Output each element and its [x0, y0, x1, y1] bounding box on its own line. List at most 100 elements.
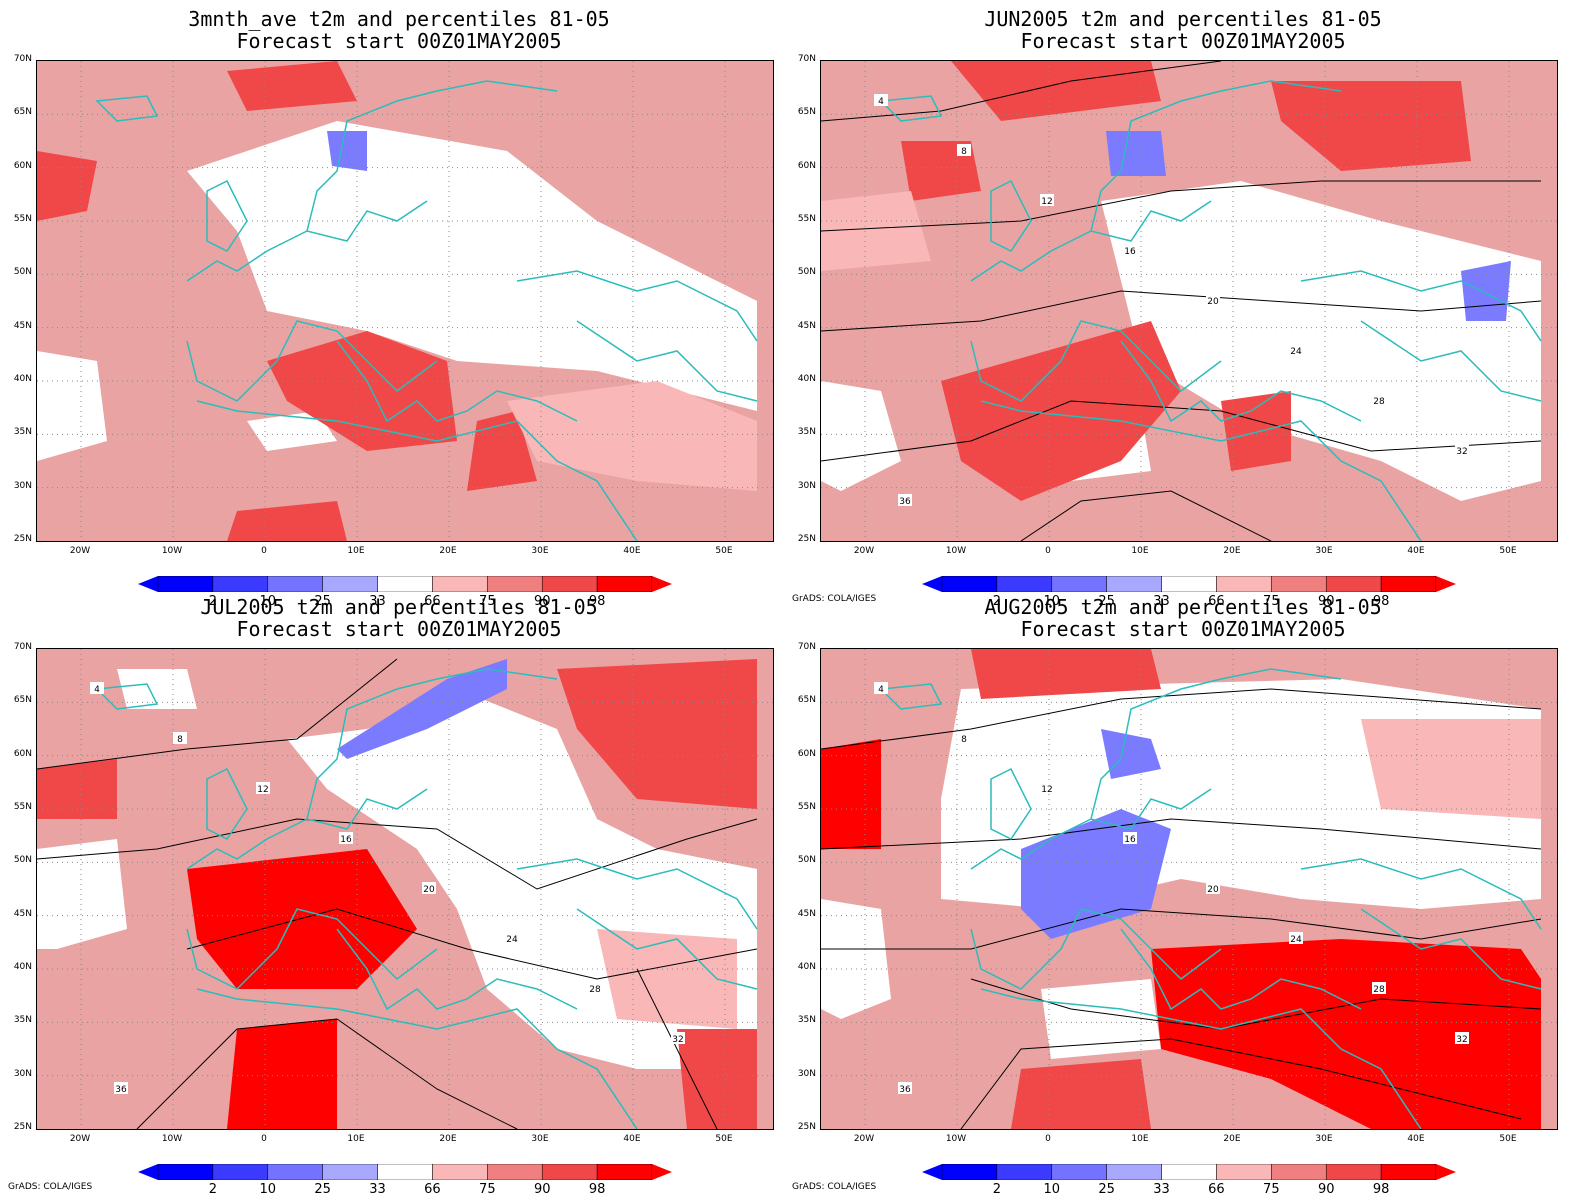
grads-credit: GrADS: COLA/IGES — [792, 1182, 877, 1192]
contour-label: 12 — [257, 785, 268, 795]
lat-label: 50N — [797, 855, 816, 866]
coastline — [1090, 668, 1342, 820]
colorbar-svg — [922, 1163, 1456, 1181]
lon-label: 10W — [945, 546, 967, 556]
coastline — [1120, 340, 1362, 423]
colorbar-arrow-right — [652, 576, 672, 592]
colorbar-swatch — [157, 1163, 214, 1181]
contour-label: 8 — [961, 735, 967, 745]
coastline — [576, 320, 758, 402]
contour-label: 32 — [672, 1035, 683, 1045]
contour-label-bg — [957, 732, 971, 744]
colorbar-label: 33 — [1153, 594, 1170, 609]
panel-3month-average: 3mnth_ave t2m and percentiles 81-05 Fore… — [0, 0, 798, 609]
colorbar-swatch — [267, 1163, 323, 1181]
percentile-region — [821, 191, 931, 271]
lat-label: 25N — [13, 534, 32, 544]
lon-label: 0 — [261, 546, 267, 556]
colorbar-swatch — [1106, 1163, 1162, 1181]
coastline — [1300, 858, 1542, 930]
percentile-region — [37, 351, 107, 461]
contour-label-bg — [1123, 832, 1137, 844]
panel-subtitle: Forecast start 00Z01MAY2005 — [1020, 29, 1346, 53]
lat-label: 35N — [797, 1015, 816, 1026]
coastline — [1120, 928, 1362, 1011]
lat-label: 35N — [13, 1015, 32, 1026]
lat-label: 55N — [13, 214, 32, 224]
colorbar-arrow-left — [138, 576, 158, 592]
map-svg: 4 8 12 16 20 24 28 32 36 — [821, 61, 1557, 541]
colorbar-label: 90 — [1317, 1182, 1335, 1197]
contour-label: 16 — [1124, 247, 1136, 257]
percentile-region — [267, 331, 457, 451]
panel-title: 3mnth_ave t2m and percentiles 81-05 — [188, 7, 610, 31]
contour-line — [821, 290, 1542, 332]
lat-label: 60N — [13, 748, 32, 759]
lat-label: 40N — [13, 962, 32, 972]
lon-label: 20W — [853, 546, 875, 556]
map-area — [36, 60, 774, 542]
percentile-region — [507, 381, 757, 491]
coastline — [879, 683, 943, 710]
lat-label: 30N — [13, 1068, 32, 1079]
colorbar-label: 2 — [208, 1182, 218, 1197]
colorbar-swatch — [1051, 1163, 1107, 1181]
coastline — [206, 767, 248, 840]
percentile-region — [227, 1019, 337, 1129]
coastline — [206, 179, 248, 252]
lat-label: 35N — [797, 427, 816, 438]
lon-label: 40E — [1407, 546, 1425, 556]
lon-label: 20E — [1223, 1134, 1241, 1144]
map-area: 4 8 12 16 20 24 28 32 36 — [820, 60, 1558, 542]
lon-label: 50E — [1499, 546, 1517, 556]
colorbar-label: 98 — [588, 1182, 606, 1197]
contour-line — [1020, 490, 1272, 541]
lat-label: 60N — [797, 748, 816, 759]
coastline — [1300, 270, 1542, 342]
colorbar-swatch — [1161, 1163, 1217, 1181]
contour-label-bg — [1123, 244, 1137, 256]
lat-label: 70N — [13, 642, 32, 652]
lon-label: 50E — [1499, 1134, 1517, 1144]
percentile-region — [37, 151, 97, 221]
percentile-region — [337, 659, 507, 759]
contour-label-bg — [671, 1032, 685, 1044]
lat-label: 40N — [797, 962, 816, 972]
coastline — [1090, 80, 1342, 232]
coastline — [186, 908, 438, 990]
contour-label: 36 — [899, 1085, 911, 1095]
panel-aug2005: AUG2005 t2m and percentiles 81-05 Foreca… — [784, 588, 1582, 1197]
lat-label: 55N — [13, 802, 32, 812]
contour-label: 4 — [878, 97, 884, 107]
lat-label: 45N — [13, 908, 32, 919]
lon-label: 30E — [531, 1134, 549, 1144]
coastline — [879, 95, 943, 122]
lon-label: 30E — [1315, 546, 1333, 556]
contour-label: 28 — [1373, 397, 1385, 407]
lat-label: 55N — [797, 802, 816, 812]
lon-label: 40E — [623, 1134, 641, 1144]
colorbar-label: 10 — [259, 1182, 277, 1197]
contour-line — [136, 1018, 518, 1129]
colorbar — [138, 1163, 672, 1181]
coastline — [980, 988, 1422, 1129]
colorbar-swatch — [941, 1163, 998, 1181]
colorbar-label: 66 — [1208, 1182, 1225, 1197]
contour-label-bg — [874, 94, 888, 106]
colorbar-svg — [138, 1163, 672, 1181]
colorbar-label: 90 — [533, 1182, 551, 1197]
colorbar-swatch — [432, 1163, 488, 1181]
contour-label-bg — [588, 982, 602, 994]
percentile-region — [821, 381, 901, 491]
contour-label-bg — [256, 782, 270, 794]
contour-line — [37, 818, 758, 890]
contour-label: 24 — [1290, 347, 1302, 357]
lon-label: 20E — [439, 1134, 457, 1144]
lat-label: 55N — [797, 214, 816, 224]
contour-label: 12 — [1041, 785, 1052, 795]
contour-label-bg — [1455, 1032, 1469, 1044]
colorbar-label: 75 — [1263, 594, 1280, 609]
lat-label: 45N — [13, 320, 32, 331]
colorbar-arrow-right — [652, 1164, 672, 1180]
contour-label-bg — [173, 732, 187, 744]
